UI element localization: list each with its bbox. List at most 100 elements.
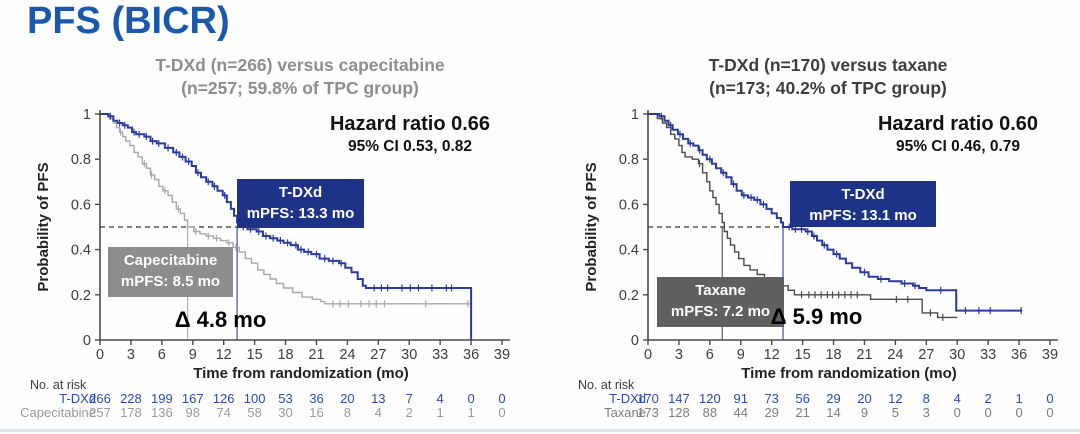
risk-count-capecitabine: 16 <box>309 405 324 420</box>
x-tick-label: 15 <box>795 347 811 363</box>
risk-count-capecitabine: 30 <box>278 405 293 420</box>
x-tick-label: 6 <box>706 347 714 363</box>
capecitabine-box-title: Capecitabine <box>123 252 218 269</box>
x-tick-label: 0 <box>96 347 104 363</box>
bottom-divider <box>0 429 1080 432</box>
x-tick-label: 0 <box>644 347 652 363</box>
tdxd-box-left-title: T-DXd <box>278 184 323 201</box>
taxane-mpfs-box: Taxane mPFS: 7.2 mo <box>657 277 784 327</box>
risk-count-capecitabine: 98 <box>185 405 200 420</box>
risk-count-capecitabine: 0 <box>498 405 506 420</box>
x-tick-label: 18 <box>277 347 293 363</box>
y-tick-label: 0.8 <box>619 152 639 168</box>
x-tick-label: 36 <box>463 347 479 363</box>
x-tick-label: 18 <box>825 347 841 363</box>
risk-count-taxane: 128 <box>668 405 690 420</box>
hazard-ratio-right-ci: 95% CI 0.46, 0.79 <box>895 138 1021 155</box>
x-axis-label: Time from randomization (mo) <box>741 365 957 382</box>
risk-count-taxane: 0 <box>984 405 992 420</box>
y-tick-label: 1 <box>83 107 91 123</box>
x-tick-label: 24 <box>339 347 355 363</box>
risk-count-capecitabine: 8 <box>343 405 351 420</box>
chart-title-right-line2: (n=173; 40.2% of TPC group) <box>709 78 947 98</box>
x-tick-label: 36 <box>1011 347 1027 363</box>
risk-count-t-dxd: 29 <box>826 391 841 406</box>
x-tick-label: 21 <box>856 347 872 363</box>
tdxd-box-left-value: mPFS: 13.3 mo <box>246 205 355 222</box>
risk-count-t-dxd: 73 <box>764 391 779 406</box>
chart-title-left: T-DXd (n=266) versus capecitabine (n=257… <box>70 54 530 100</box>
risk-count-t-dxd: 13 <box>371 391 386 406</box>
risk-count-taxane: 173 <box>637 405 659 420</box>
risk-count-t-dxd: 0 <box>1046 391 1054 406</box>
x-tick-label: 12 <box>764 347 780 363</box>
delta-label-right: Δ 5.9 mo <box>770 304 863 329</box>
x-tick-label: 33 <box>432 347 448 363</box>
risk-count-taxane: 5 <box>891 405 899 420</box>
risk-count-t-dxd: 120 <box>698 391 721 406</box>
x-tick-label: 15 <box>247 347 263 363</box>
tdxd-box-right-title: T-DXd <box>841 186 885 203</box>
risk-count-t-dxd: 4 <box>436 391 444 406</box>
risk-count-t-dxd: 126 <box>212 391 235 406</box>
risk-count-t-dxd: 36 <box>309 391 324 406</box>
risk-count-t-dxd: 170 <box>637 391 659 406</box>
risk-count-taxane: 14 <box>826 405 841 420</box>
risk-count-capecitabine: 2 <box>405 405 413 420</box>
risk-count-capecitabine: 1 <box>467 405 475 420</box>
risk-count-t-dxd: 53 <box>278 391 293 406</box>
x-tick-label: 27 <box>918 347 934 363</box>
hazard-ratio-right: Hazard ratio 0.60 95% CI 0.46, 0.79 <box>838 112 1078 157</box>
x-tick-label: 3 <box>675 347 683 363</box>
risk-count-taxane: 0 <box>1046 405 1054 420</box>
x-tick-label: 30 <box>401 347 417 363</box>
x-axis-label: Time from randomization (mo) <box>193 365 409 382</box>
risk-label-tdxd-right: T-DXd <box>609 391 646 406</box>
chart-title-left-line1: T-DXd (n=266) versus capecitabine <box>155 55 445 75</box>
km-plot-left: 0 3 6 9 12 15 18 21 24 27 30 33 36 3910.80.60.40.20Ti… <box>35 107 510 382</box>
x-tick-label: 27 <box>370 347 386 363</box>
risk-count-capecitabine: 58 <box>247 405 262 420</box>
taxane-box-title: Taxane <box>695 282 746 299</box>
chart-title-right-line1: T-DXd (n=170) versus taxane <box>708 55 948 75</box>
y-tick-label: 0.2 <box>619 288 639 304</box>
x-tick-label: 33 <box>980 347 996 363</box>
risk-count-t-dxd: 167 <box>181 391 204 406</box>
delta-label-left: Δ 4.8 mo <box>174 307 267 332</box>
risk-count-t-dxd: 91 <box>733 391 748 406</box>
tdxd-mpfs-box-right: T-DXd mPFS: 13.1 mo <box>790 181 936 227</box>
x-tick-label: 9 <box>189 347 197 363</box>
risk-count-taxane: 29 <box>764 405 779 420</box>
page-title: PFS (BICR) <box>27 0 230 42</box>
risk-count-t-dxd: 1 <box>1015 391 1023 406</box>
risk-count-t-dxd: 147 <box>668 391 690 406</box>
tdxd-mpfs-box-left: T-DXd mPFS: 13.3 mo <box>237 179 364 228</box>
risk-count-t-dxd: 199 <box>150 391 173 406</box>
risk-count-taxane: 3 <box>922 405 930 420</box>
risk-count-t-dxd: 0 <box>498 391 506 406</box>
y-tick-label: 0.2 <box>71 288 91 304</box>
hazard-ratio-left-ci: 95% CI 0.53, 0.82 <box>347 138 473 155</box>
taxane-box-value: mPFS: 7.2 mo <box>670 303 771 320</box>
risk-count-t-dxd: 8 <box>922 391 930 406</box>
y-tick-label: 1 <box>631 107 639 123</box>
x-tick-label: 39 <box>1042 347 1058 363</box>
risk-label-capecitabine: Capecitabine <box>20 405 96 420</box>
hazard-ratio-left: Hazard ratio 0.66 95% CI 0.53, 0.82 <box>290 112 530 157</box>
y-tick-label: 0.4 <box>71 243 91 259</box>
x-tick-label: 21 <box>308 347 324 363</box>
risk-count-t-dxd: 2 <box>984 391 992 406</box>
x-tick-label: 9 <box>737 347 745 363</box>
risk-count-t-dxd: 20 <box>340 391 355 406</box>
x-tick-label: 24 <box>887 347 903 363</box>
risk-label-tdxd-left: T-DXd <box>59 391 96 406</box>
risk-count-capecitabine: 178 <box>120 405 142 420</box>
y-tick-label: 0.6 <box>71 197 91 213</box>
risk-count-t-dxd: 7 <box>405 391 413 406</box>
risk-count-taxane: 44 <box>733 405 748 420</box>
risk-count-capecitabine: 1 <box>436 405 444 420</box>
risk-count-t-dxd: 266 <box>89 391 111 406</box>
risk-count-t-dxd: 4 <box>953 391 961 406</box>
hazard-ratio-right-value: Hazard ratio 0.60 <box>877 113 1039 135</box>
